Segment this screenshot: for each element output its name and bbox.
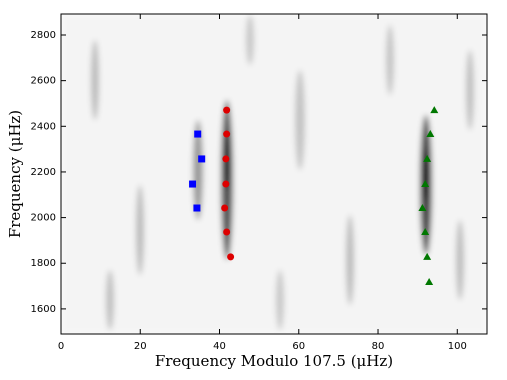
point xyxy=(223,130,231,138)
y-tick-label: 1600 xyxy=(31,304,56,315)
point xyxy=(227,253,235,261)
y-tick-label: 2800 xyxy=(31,30,56,41)
y-tick-label: 2400 xyxy=(31,121,56,132)
point xyxy=(423,154,432,162)
point xyxy=(193,204,201,212)
x-tick-label: 40 xyxy=(213,341,226,352)
point xyxy=(222,155,230,163)
point xyxy=(223,228,231,236)
x-tick-label: 80 xyxy=(372,341,385,352)
y-tick-label: 2000 xyxy=(31,213,56,224)
point xyxy=(198,155,206,163)
point xyxy=(189,180,197,188)
point xyxy=(222,180,230,188)
y-tick-label: 2200 xyxy=(31,167,56,178)
x-tick-label: 100 xyxy=(448,341,467,352)
point xyxy=(418,204,427,212)
point xyxy=(421,180,430,188)
plot-frame xyxy=(60,13,488,335)
y-tick-label: 2600 xyxy=(31,76,56,87)
point xyxy=(223,106,231,114)
point xyxy=(194,130,202,138)
x-tick-label: 0 xyxy=(58,341,64,352)
x-tick-label: 20 xyxy=(134,341,147,352)
x-tick-label: 60 xyxy=(292,341,305,352)
y-axis-label: Frequency (μHz) xyxy=(6,110,24,238)
y-tick-label: 1800 xyxy=(31,258,56,269)
point xyxy=(423,252,432,260)
point xyxy=(221,204,229,212)
x-axis-label: Frequency Modulo 107.5 (μHz) xyxy=(155,352,393,370)
point xyxy=(426,130,435,138)
point xyxy=(421,227,430,235)
point xyxy=(425,277,434,285)
power-background xyxy=(61,14,487,334)
point xyxy=(430,106,439,114)
